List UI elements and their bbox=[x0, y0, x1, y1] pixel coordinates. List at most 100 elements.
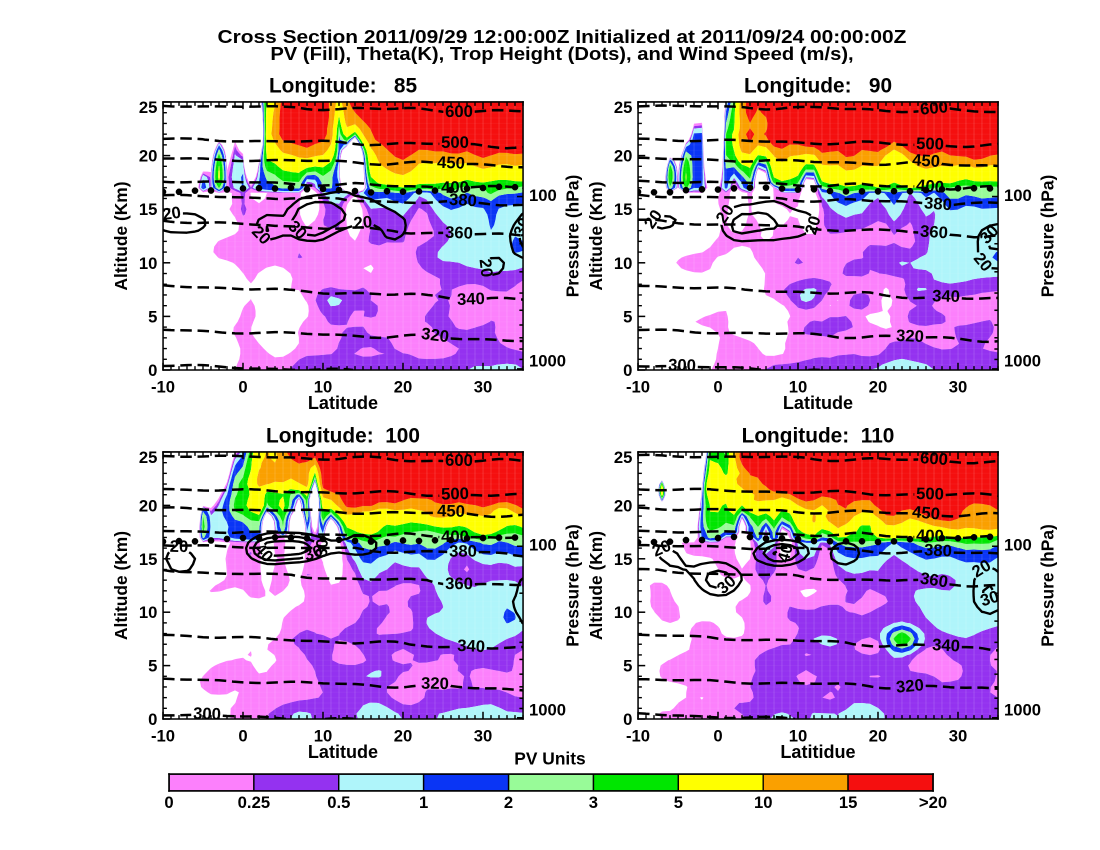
svg-text:5: 5 bbox=[674, 793, 683, 812]
svg-text:400: 400 bbox=[915, 176, 944, 197]
svg-text:10: 10 bbox=[789, 726, 808, 745]
svg-text:5: 5 bbox=[148, 657, 157, 676]
svg-text:5: 5 bbox=[623, 307, 632, 326]
svg-text:0: 0 bbox=[164, 793, 173, 812]
svg-text:Latitidue: Latitidue bbox=[780, 742, 855, 762]
svg-text:20: 20 bbox=[161, 203, 182, 225]
svg-text:15: 15 bbox=[139, 550, 158, 569]
svg-text:30: 30 bbox=[949, 377, 968, 396]
svg-text:20: 20 bbox=[869, 377, 888, 396]
svg-text:600: 600 bbox=[919, 97, 948, 119]
svg-text:20: 20 bbox=[394, 377, 413, 396]
svg-text:10: 10 bbox=[314, 377, 333, 396]
svg-text:10: 10 bbox=[754, 793, 773, 812]
svg-text:3: 3 bbox=[589, 793, 598, 812]
svg-text:25: 25 bbox=[139, 98, 158, 117]
svg-text:Longitude: 110: Longitude: 110 bbox=[742, 424, 895, 447]
svg-text:30: 30 bbox=[301, 541, 325, 565]
svg-text:10: 10 bbox=[614, 254, 633, 273]
svg-text:Altitude (Km): Altitude (Km) bbox=[111, 182, 131, 291]
svg-text:500: 500 bbox=[441, 133, 469, 152]
svg-text:PV Units: PV Units bbox=[514, 749, 585, 769]
svg-text:300: 300 bbox=[668, 355, 696, 375]
svg-text:-10: -10 bbox=[626, 726, 650, 745]
svg-text:Latitude: Latitude bbox=[783, 393, 853, 413]
svg-text:30: 30 bbox=[312, 538, 332, 558]
svg-text:10: 10 bbox=[139, 254, 158, 273]
svg-text:0: 0 bbox=[148, 710, 157, 729]
svg-text:300: 300 bbox=[193, 704, 221, 724]
svg-text:380: 380 bbox=[924, 540, 953, 560]
svg-text:15: 15 bbox=[139, 200, 158, 219]
svg-text:600: 600 bbox=[445, 102, 473, 121]
svg-text:Latitude: Latitude bbox=[308, 742, 378, 762]
svg-text:320: 320 bbox=[420, 324, 450, 346]
svg-text:Longitude: 85: Longitude: 85 bbox=[269, 74, 417, 97]
svg-text:360: 360 bbox=[445, 223, 474, 243]
svg-text:1000: 1000 bbox=[529, 700, 566, 719]
svg-text:380: 380 bbox=[924, 193, 953, 214]
svg-text:Cross Section 2011/09/29 12:00: Cross Section 2011/09/29 12:00:00Z Initi… bbox=[218, 27, 907, 47]
svg-text:15: 15 bbox=[614, 550, 633, 569]
svg-text:0: 0 bbox=[623, 710, 632, 729]
svg-text:0.25: 0.25 bbox=[238, 793, 270, 812]
svg-text:450: 450 bbox=[911, 502, 940, 523]
svg-text:0: 0 bbox=[713, 377, 722, 396]
svg-text:1000: 1000 bbox=[1004, 351, 1041, 370]
svg-text:10: 10 bbox=[789, 377, 808, 396]
svg-text:Longitude: 100: Longitude: 100 bbox=[266, 424, 420, 447]
svg-text:5: 5 bbox=[148, 307, 157, 326]
svg-text:0.5: 0.5 bbox=[327, 793, 350, 812]
svg-text:15: 15 bbox=[614, 200, 633, 219]
svg-text:0: 0 bbox=[713, 726, 722, 745]
svg-text:340: 340 bbox=[932, 635, 961, 656]
svg-text:20: 20 bbox=[801, 214, 825, 237]
svg-text:320: 320 bbox=[895, 675, 924, 696]
svg-text:600: 600 bbox=[445, 451, 473, 470]
svg-text:1: 1 bbox=[419, 793, 428, 812]
svg-text:20: 20 bbox=[353, 212, 373, 233]
svg-text:30: 30 bbox=[978, 587, 1001, 611]
svg-text:25: 25 bbox=[614, 98, 633, 117]
svg-text:-10: -10 bbox=[151, 726, 175, 745]
svg-text:100: 100 bbox=[529, 536, 557, 555]
svg-text:1000: 1000 bbox=[1004, 700, 1041, 719]
svg-text:600: 600 bbox=[920, 448, 949, 469]
svg-text:100: 100 bbox=[1004, 536, 1032, 555]
svg-text:2: 2 bbox=[504, 793, 513, 812]
svg-text:0: 0 bbox=[148, 361, 157, 380]
svg-text:Altitude (Km): Altitude (Km) bbox=[586, 182, 606, 291]
svg-text:450: 450 bbox=[437, 153, 466, 173]
svg-text:100: 100 bbox=[1004, 186, 1032, 205]
svg-text:450: 450 bbox=[912, 150, 941, 171]
svg-text:20: 20 bbox=[475, 258, 496, 279]
svg-text:25: 25 bbox=[139, 448, 158, 467]
svg-text:30: 30 bbox=[949, 726, 968, 745]
svg-text:380: 380 bbox=[449, 190, 478, 211]
svg-text:Latitude: Latitude bbox=[308, 393, 378, 413]
svg-text:-10: -10 bbox=[626, 377, 650, 396]
svg-text:340: 340 bbox=[457, 289, 486, 309]
svg-text:360: 360 bbox=[920, 222, 949, 243]
svg-text:380: 380 bbox=[449, 542, 477, 561]
svg-text:Pressure (hPa): Pressure (hPa) bbox=[562, 524, 582, 647]
svg-text:Pressure (hPa): Pressure (hPa) bbox=[1037, 175, 1057, 298]
svg-text:25: 25 bbox=[614, 448, 633, 467]
svg-text:30: 30 bbox=[510, 215, 535, 239]
svg-text:360: 360 bbox=[919, 569, 949, 592]
svg-text:500: 500 bbox=[441, 484, 469, 504]
svg-text:Pressure (hPa): Pressure (hPa) bbox=[1037, 524, 1057, 647]
svg-text:320: 320 bbox=[896, 326, 925, 346]
svg-text:40: 40 bbox=[774, 542, 797, 565]
svg-text:0: 0 bbox=[238, 377, 247, 396]
svg-text:450: 450 bbox=[437, 501, 465, 521]
svg-text:100: 100 bbox=[529, 186, 557, 205]
svg-text:>20: >20 bbox=[919, 793, 947, 812]
svg-text:PV (Fill), Theta(K), Trop Heig: PV (Fill), Theta(K), Trop Height (Dots),… bbox=[270, 44, 853, 64]
svg-text:10: 10 bbox=[139, 603, 158, 622]
svg-text:30: 30 bbox=[976, 221, 1003, 248]
svg-text:20: 20 bbox=[139, 147, 158, 166]
svg-text:10: 10 bbox=[614, 603, 633, 622]
svg-text:20: 20 bbox=[170, 537, 189, 556]
svg-text:Altitude (Km): Altitude (Km) bbox=[586, 531, 606, 640]
